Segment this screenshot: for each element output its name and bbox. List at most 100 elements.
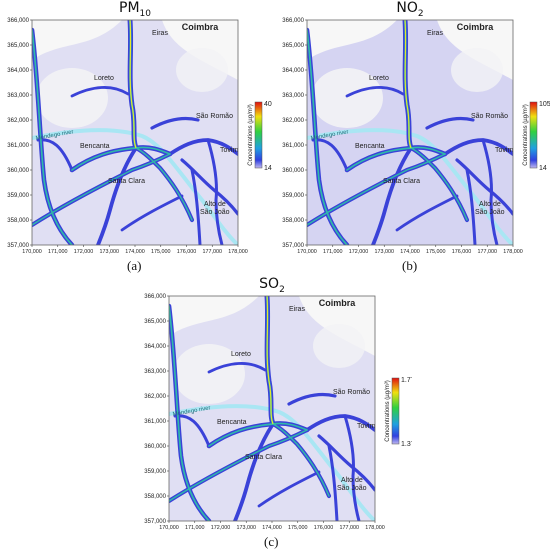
x-tick-label: 178,000 [365, 525, 385, 531]
x-tick-label: 171,000 [48, 249, 68, 255]
y-tick-label: 362,000 [144, 394, 166, 400]
map-b: Coimbra Eiras Loreto São Romão Bencanta Tovim… [282, 18, 550, 255]
panel-title: NO2 [307, 0, 513, 19]
tovim-label: Tovim [220, 147, 238, 154]
x-tick-label: 177,000 [203, 249, 223, 255]
panel-title: PM10 [32, 0, 238, 19]
y-tick-label: 360,000 [7, 168, 29, 174]
pollutant-name: SO [259, 276, 280, 292]
y-tick-label: 364,000 [282, 68, 304, 74]
bencanta-label: Bencanta [355, 143, 385, 150]
y-tick-label: 363,000 [7, 93, 29, 99]
bencanta-label: Bencanta [217, 419, 247, 426]
road-9 [465, 168, 477, 245]
y-tick-label: 366,000 [282, 18, 304, 24]
y-tick-label: 360,000 [144, 444, 166, 450]
y-tick-label: 359,000 [7, 193, 29, 199]
road-9 [327, 444, 339, 521]
colorbar-max: 1.77 [401, 377, 412, 384]
x-tick-label: 170,000 [297, 249, 317, 255]
road-core-0 [307, 29, 348, 245]
road-11 [207, 362, 267, 374]
loreto-label: Loreto [94, 75, 114, 82]
santa-clara-label: Santa Clara [108, 178, 145, 185]
colorbar-max: 105 [539, 101, 550, 108]
x-tick-label: 170,000 [159, 525, 179, 531]
santa-clara-label: Santa Clara [245, 454, 282, 461]
x-tick-label: 178,000 [228, 249, 248, 255]
road-core-4 [307, 153, 446, 226]
road-core-4 [169, 429, 308, 502]
panel-b: NO2 Coimbra Eiras Loreto São Romão Bencanta To… [275, 0, 550, 276]
alto-label-2: São João [337, 485, 367, 492]
x-tick-label: 175,000 [288, 525, 308, 531]
y-tick-label: 358,000 [144, 494, 166, 500]
y-tick-label: 359,000 [282, 193, 304, 199]
y-tick-label: 358,000 [7, 218, 29, 224]
tovim-label: Tovim [357, 423, 375, 430]
colorbar-min: 14 [539, 165, 547, 172]
road-7 [425, 116, 475, 130]
x-tick-label: 172,000 [349, 249, 369, 255]
panel-label: (b) [402, 258, 418, 273]
y-tick-label: 357,000 [282, 243, 304, 249]
road-core-0 [169, 305, 210, 521]
x-tick-label: 174,000 [125, 249, 145, 255]
y-tick-label: 357,000 [144, 519, 166, 525]
sao-romao-label: São Romão [196, 113, 233, 120]
x-tick-label: 178,000 [503, 249, 523, 255]
x-tick-label: 173,000 [375, 249, 395, 255]
colorbar-title: Concentrations (µg/m³) [523, 104, 529, 165]
santa-clara-label: Santa Clara [383, 178, 420, 185]
alto-label-1: Alto de [479, 201, 501, 208]
y-tick-label: 361,000 [282, 143, 304, 149]
city-label: Coimbra [319, 298, 357, 308]
road-5 [233, 422, 275, 521]
x-tick-label: 176,000 [177, 249, 197, 255]
sao-romao-label: São Romão [333, 389, 370, 396]
road-core-3 [272, 423, 330, 497]
road-core-3 [135, 147, 193, 221]
y-tick-label: 364,000 [144, 344, 166, 350]
road-7 [150, 116, 200, 130]
colorbar-max: 40 [264, 101, 272, 108]
road-9 [190, 168, 202, 245]
y-tick-label: 364,000 [7, 68, 29, 74]
colorbar-min: 1.37 [401, 441, 412, 448]
y-tick-label: 362,000 [282, 118, 304, 124]
road-5 [371, 146, 413, 245]
pollutant-subscript: 2 [279, 284, 285, 295]
x-tick-label: 175,000 [151, 249, 171, 255]
pollutant-name: NO [396, 0, 418, 16]
x-tick-label: 176,000 [452, 249, 472, 255]
colorbar-title: Concentrations (µg/m³) [385, 380, 391, 441]
y-tick-label: 365,000 [282, 43, 304, 49]
y-tick-label: 363,000 [144, 369, 166, 375]
y-tick-label: 365,000 [7, 43, 29, 49]
colorbar [529, 101, 538, 169]
road-hotspot [129, 20, 137, 149]
colorbar-min: 14 [264, 165, 272, 172]
alto-label-1: Alto de [341, 477, 363, 484]
road-core-4 [32, 153, 171, 226]
sao-romao-label: São Romão [471, 113, 508, 120]
panel-label: (a) [127, 258, 142, 273]
x-tick-label: 177,000 [340, 525, 360, 531]
map-c: Coimbra Eiras Loreto São Romão Bencanta Tovim… [144, 294, 412, 531]
road-10 [206, 138, 224, 245]
loreto-label: Loreto [369, 75, 389, 82]
y-tick-label: 361,000 [144, 419, 166, 425]
x-tick-label: 170,000 [22, 249, 42, 255]
bencanta-label: Bencanta [80, 143, 110, 150]
panel-label: (c) [264, 534, 279, 549]
x-tick-label: 176,000 [314, 525, 334, 531]
tovim-label: Tovim [495, 147, 513, 154]
alto-label-2: São João [200, 209, 230, 216]
y-tick-label: 366,000 [144, 294, 166, 300]
city-label: Coimbra [457, 22, 495, 32]
road-13 [395, 194, 459, 232]
y-tick-label: 360,000 [282, 168, 304, 174]
panel-a: PM10 Coimbra Eiras Loreto São Romão Bencanta T… [0, 0, 275, 276]
road-11 [70, 86, 130, 98]
colorbar-title: Concentrations (µg/m³) [248, 104, 254, 165]
